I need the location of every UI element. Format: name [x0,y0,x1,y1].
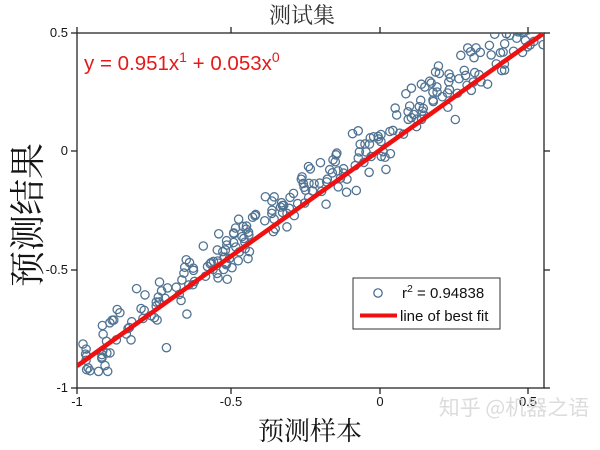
svg-text:测试集: 测试集 [269,0,335,30]
svg-text:-1: -1 [56,380,68,395]
svg-text:0: 0 [376,394,383,409]
svg-text:预测结果: 预测结果 [0,143,51,287]
svg-text:-0.5: -0.5 [220,394,242,409]
svg-text:-1: -1 [71,394,83,409]
svg-text:r2 = 0.94838: r2 = 0.94838 [402,283,484,302]
svg-text:line of best fit: line of best fit [400,308,489,325]
svg-text:0: 0 [61,143,68,158]
svg-text:知乎 @机器之语: 知乎 @机器之语 [439,392,590,422]
svg-text:0.5: 0.5 [50,25,68,40]
svg-text:y = 0.951x1 + 0.053x0: y = 0.951x1 + 0.053x0 [84,49,280,75]
svg-text:预测样本: 预测样本 [258,411,362,448]
